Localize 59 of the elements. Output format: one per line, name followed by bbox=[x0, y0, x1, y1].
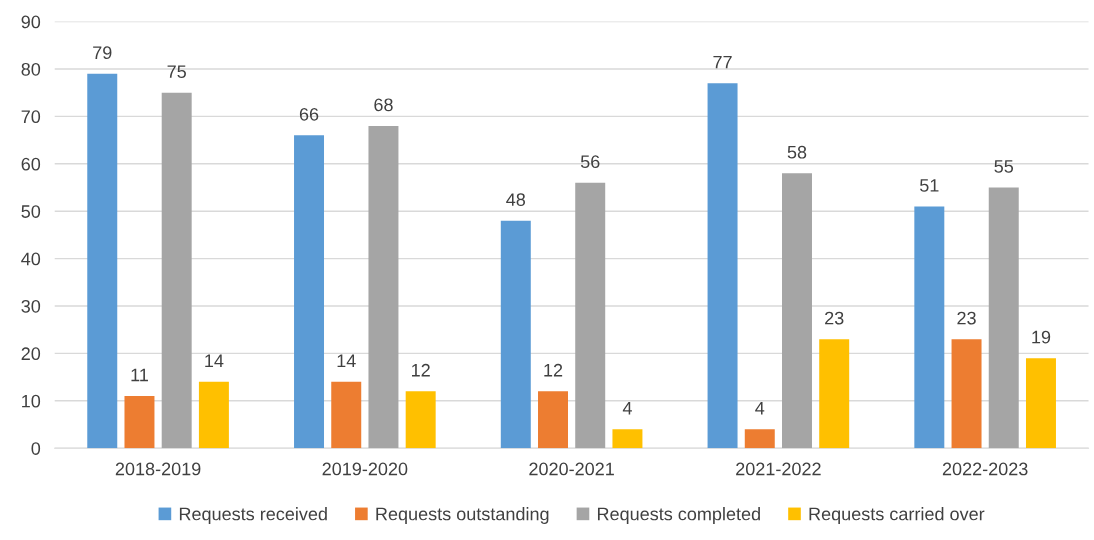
y-tick-label: 60 bbox=[21, 157, 41, 171]
bar bbox=[575, 182, 606, 449]
legend-label: Requests completed bbox=[597, 507, 760, 524]
data-label: 23 bbox=[957, 311, 976, 325]
data-label: 51 bbox=[920, 179, 939, 192]
data-label: 55 bbox=[994, 160, 1014, 173]
bar bbox=[612, 429, 643, 449]
data-label: 79 bbox=[93, 46, 112, 60]
data-label: 75 bbox=[167, 65, 186, 79]
bar bbox=[744, 429, 775, 449]
legend-label: Requests received bbox=[179, 507, 327, 524]
x-tick-label: 2020-2021 bbox=[529, 462, 614, 476]
x-tick-label: 2019-2020 bbox=[322, 462, 408, 476]
data-label: 66 bbox=[299, 107, 319, 121]
bar bbox=[707, 83, 738, 449]
data-label: 12 bbox=[544, 363, 563, 377]
data-label: 14 bbox=[337, 354, 356, 367]
bar bbox=[914, 206, 945, 449]
y-tick-label: 50 bbox=[21, 205, 41, 218]
bar bbox=[198, 381, 229, 449]
bar bbox=[988, 187, 1019, 449]
data-label: 48 bbox=[506, 193, 526, 206]
legend-label: Requests outstanding bbox=[376, 507, 549, 524]
data-label: 68 bbox=[374, 98, 393, 112]
bar bbox=[819, 339, 850, 449]
data-label: 77 bbox=[713, 55, 732, 69]
x-tick-label: 2018-2019 bbox=[115, 462, 201, 476]
data-label: 4 bbox=[755, 401, 765, 415]
y-tick-label: 80 bbox=[21, 62, 41, 76]
x-tick-label: 2021-2022 bbox=[736, 462, 821, 476]
bar bbox=[1025, 358, 1056, 449]
bar bbox=[124, 396, 155, 449]
bar bbox=[368, 125, 399, 449]
bar bbox=[500, 220, 531, 449]
data-label: 14 bbox=[205, 354, 224, 367]
x-tick-label: 2022-2023 bbox=[942, 462, 1028, 476]
data-label: 19 bbox=[1032, 330, 1051, 344]
bar bbox=[782, 173, 812, 449]
data-label: 23 bbox=[825, 311, 844, 325]
y-tick-label: 20 bbox=[21, 347, 41, 361]
y-tick-label: 30 bbox=[21, 299, 41, 313]
y-tick-label: 10 bbox=[22, 394, 41, 408]
y-tick-label: 0 bbox=[31, 442, 41, 455]
bar bbox=[331, 381, 362, 449]
bar bbox=[294, 135, 325, 449]
bar bbox=[405, 391, 436, 449]
data-label: 12 bbox=[412, 363, 430, 377]
bar bbox=[538, 391, 568, 449]
bar bbox=[87, 73, 118, 449]
legend-label: Requests carried over bbox=[809, 507, 985, 524]
data-label: 11 bbox=[131, 368, 148, 382]
bar bbox=[951, 339, 982, 449]
y-tick-label: 70 bbox=[21, 110, 41, 124]
bar bbox=[161, 92, 192, 449]
data-label: 56 bbox=[580, 155, 600, 169]
data-label: 58 bbox=[787, 145, 807, 159]
y-tick-label: 90 bbox=[21, 15, 41, 29]
data-label: 4 bbox=[622, 401, 632, 415]
y-tick-label: 40 bbox=[21, 252, 41, 266]
